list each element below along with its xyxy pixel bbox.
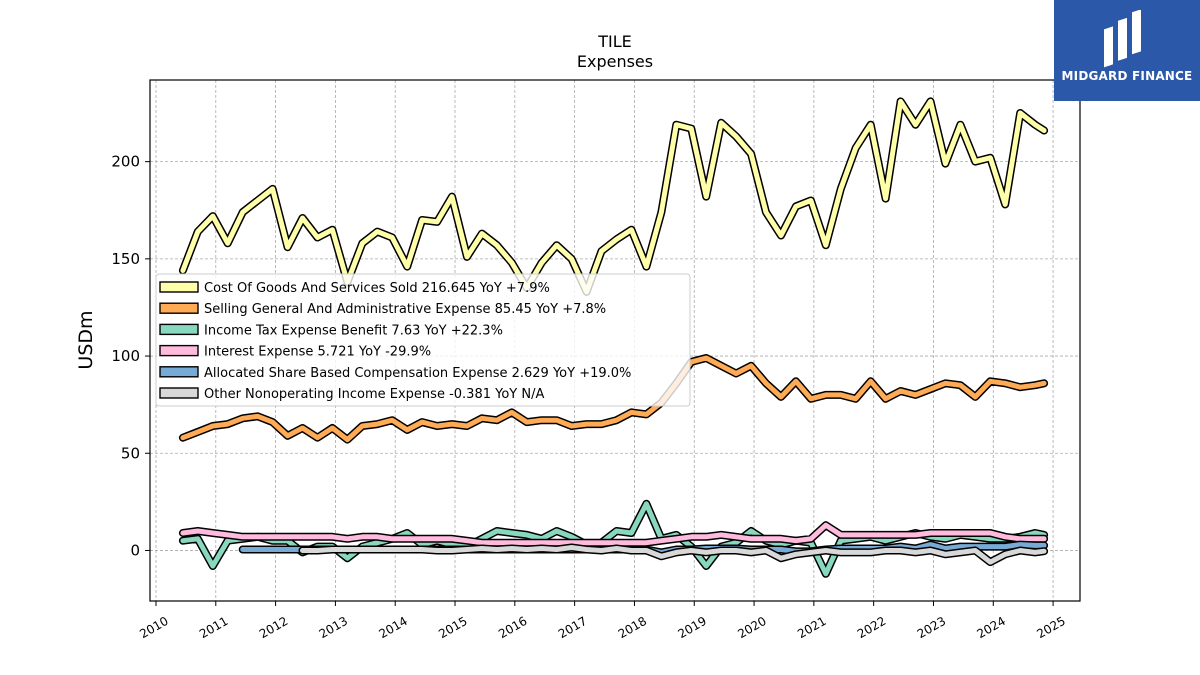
midgard-logo-icon	[1104, 10, 1141, 68]
series-line	[180, 522, 1047, 546]
x-tick-label: 2017	[556, 614, 589, 641]
x-tick-label: 2011	[197, 614, 230, 641]
chart-subtitle: Expenses	[576, 52, 654, 71]
x-tick-label: 2020	[735, 614, 768, 641]
legend-entry: Income Tax Expense Benefit 7.63 YoY +22.…	[204, 323, 503, 338]
legend-swatch	[159, 366, 199, 378]
series-other-nonoperating-income-expense	[298, 543, 1049, 567]
y-tick-label: 100	[111, 347, 140, 365]
legend-swatch	[159, 323, 199, 336]
series-layer	[178, 97, 1049, 578]
series-cost-of-goods-and-services-sold	[178, 97, 1049, 296]
x-tick-label: 2023	[915, 614, 948, 641]
legend-swatch	[159, 281, 199, 293]
legend-swatch	[159, 344, 199, 357]
legend-entry: Cost Of Goods And Services Sold 216.645 …	[204, 281, 550, 296]
x-tick-label: 2021	[795, 614, 828, 641]
y-axis-label: USDm	[75, 310, 97, 369]
x-tick-label: 2015	[436, 614, 469, 641]
y-tick-label: 0	[130, 541, 140, 559]
legend-box	[155, 273, 691, 407]
y-tick-label: 200	[111, 153, 140, 171]
legend: Cost Of Goods And Services Sold 216.645 …	[155, 273, 691, 407]
x-tick-label: 2022	[855, 614, 888, 641]
x-tick-label: 2012	[257, 614, 290, 641]
x-tick-label: 2019	[676, 614, 709, 641]
legend-swatch	[159, 302, 199, 314]
x-tick-label: 2010	[137, 614, 170, 641]
y-tick-label: 50	[121, 444, 140, 462]
series-selling-general-and-administrative-expense	[178, 354, 1049, 444]
logo-text: MIDGARD FINANCE	[1061, 69, 1193, 83]
x-tick-label: 2025	[1034, 614, 1067, 641]
legend-entry: Selling General And Administrative Expen…	[204, 302, 606, 317]
x-tick-label: 2024	[975, 614, 1008, 641]
y-tick-label: 150	[111, 250, 140, 268]
plot-frame	[149, 79, 1081, 602]
legend-entry: Interest Expense 5.721 YoY -29.9%	[204, 345, 431, 360]
x-tick-label: 2018	[616, 614, 649, 641]
series-line	[180, 355, 1047, 443]
chart-title: TILE	[598, 32, 632, 51]
legend-swatch	[159, 387, 199, 399]
legend-entry: Allocated Share Based Compensation Expen…	[204, 366, 631, 381]
legend-entry: Other Nonoperating Income Expense -0.381…	[204, 387, 544, 402]
series-line	[180, 98, 1047, 295]
x-tick-label: 2016	[496, 614, 529, 641]
midgard-finance-logo: MIDGARD FINANCE	[1054, 0, 1200, 101]
x-tick-label: 2014	[376, 614, 409, 641]
series-outline	[178, 97, 1049, 296]
series-interest-expense	[178, 521, 1049, 547]
series-line	[300, 545, 1047, 565]
x-tick-label: 2013	[317, 614, 350, 641]
